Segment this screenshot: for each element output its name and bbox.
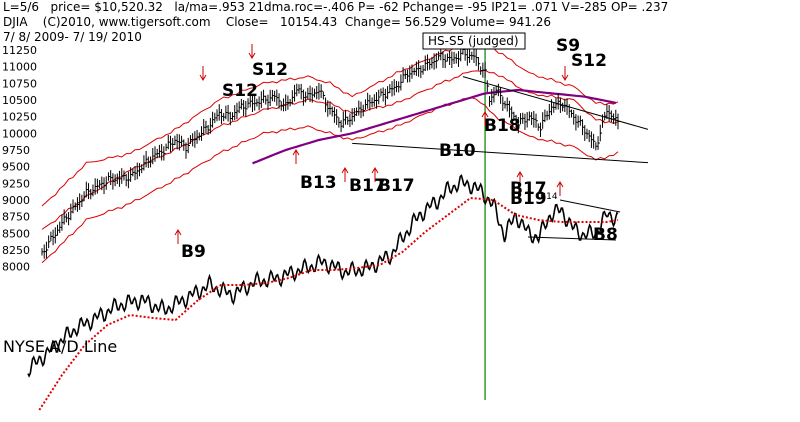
signal-arrow-head: [516, 171, 524, 178]
price-bars: [41, 44, 620, 259]
signal-arrow-head: [561, 74, 569, 81]
ad-trendline-lower: [527, 236, 617, 241]
signal-arrow-head: [481, 111, 489, 118]
signal-label-b17: B17: [510, 179, 547, 199]
y-tick-label: 8750: [2, 211, 30, 224]
signal-arrow-head: [371, 167, 379, 174]
signal-label-b17: B17: [349, 176, 386, 196]
y-tick-label: 9500: [2, 161, 30, 174]
trendline-support: [352, 142, 649, 164]
signal-label-b10: B10: [439, 141, 476, 161]
signal-label-s9: S9: [556, 36, 580, 56]
price-bands: [41, 40, 619, 264]
ma-purple-line: [252, 88, 617, 165]
signal-label-b19: B19: [510, 189, 547, 209]
ad-line: [27, 174, 619, 378]
trendline-neckline: [462, 76, 649, 130]
signal-label-s12: S12: [252, 60, 288, 80]
signal-label-b14: B14: [540, 192, 558, 202]
header-line-3: 7/ 8/ 2009- 7/ 19/ 2010: [3, 30, 142, 44]
signal-label-b17: B17: [378, 176, 415, 196]
y-tick-label: 8000: [2, 261, 30, 274]
ad-line-label: NYSE A/D Line: [3, 337, 117, 356]
signal-label-b18: B18: [484, 116, 521, 136]
y-tick-label: 9750: [2, 144, 30, 157]
ad-trendline-upper: [559, 199, 621, 213]
hs-label-box: [422, 32, 526, 50]
signal-label-b13: B13: [300, 173, 337, 193]
y-tick-label: 9000: [2, 194, 30, 207]
trendlines: [352, 76, 649, 164]
chart-labels: HS-S5 (judged) NYSE A/D Line: [3, 32, 526, 356]
signal-label-b8: B8: [593, 225, 618, 245]
ad-line-panel: [27, 174, 621, 411]
signal-arrow-head: [199, 74, 207, 81]
signal-arrow-head: [248, 52, 256, 59]
y-axis: 11250 11000 10750 10500 10250 10000 9750 9500 92…: [2, 44, 37, 274]
ma21-line: [41, 69, 619, 230]
signal-arrow-head: [341, 167, 349, 174]
header-line-1: L=5/6 price= $10,520.32 la/ma=.953 21dma…: [3, 0, 669, 14]
signal-arrow-head: [556, 181, 564, 188]
ad-moving-average: [38, 196, 619, 411]
y-tick-label: 8250: [2, 244, 30, 257]
lower-band-line: [41, 97, 619, 264]
y-tick-label: 10750: [2, 77, 37, 90]
y-tick-label: 10000: [2, 127, 37, 140]
y-tick-label: 8500: [2, 227, 30, 240]
y-tick-label: 11250: [2, 44, 37, 57]
y-tick-label: 9250: [2, 177, 30, 190]
hs-label: HS-S5 (judged): [428, 34, 519, 48]
signal-label-s12: S12: [571, 51, 607, 71]
signal-label-b9: B9: [181, 242, 206, 262]
y-tick-label: 10500: [2, 94, 37, 107]
signal-arrow-head: [174, 229, 182, 236]
y-tick-label: 10250: [2, 111, 37, 124]
header-line-2: DJIA (C)2010, www.tigersoft.com Close= 1…: [3, 15, 552, 29]
y-tick-label: 11000: [2, 61, 37, 74]
signal-arrow-head: [292, 149, 300, 156]
upper-band-line: [41, 40, 619, 207]
signal-label-s12: S12: [222, 81, 258, 101]
